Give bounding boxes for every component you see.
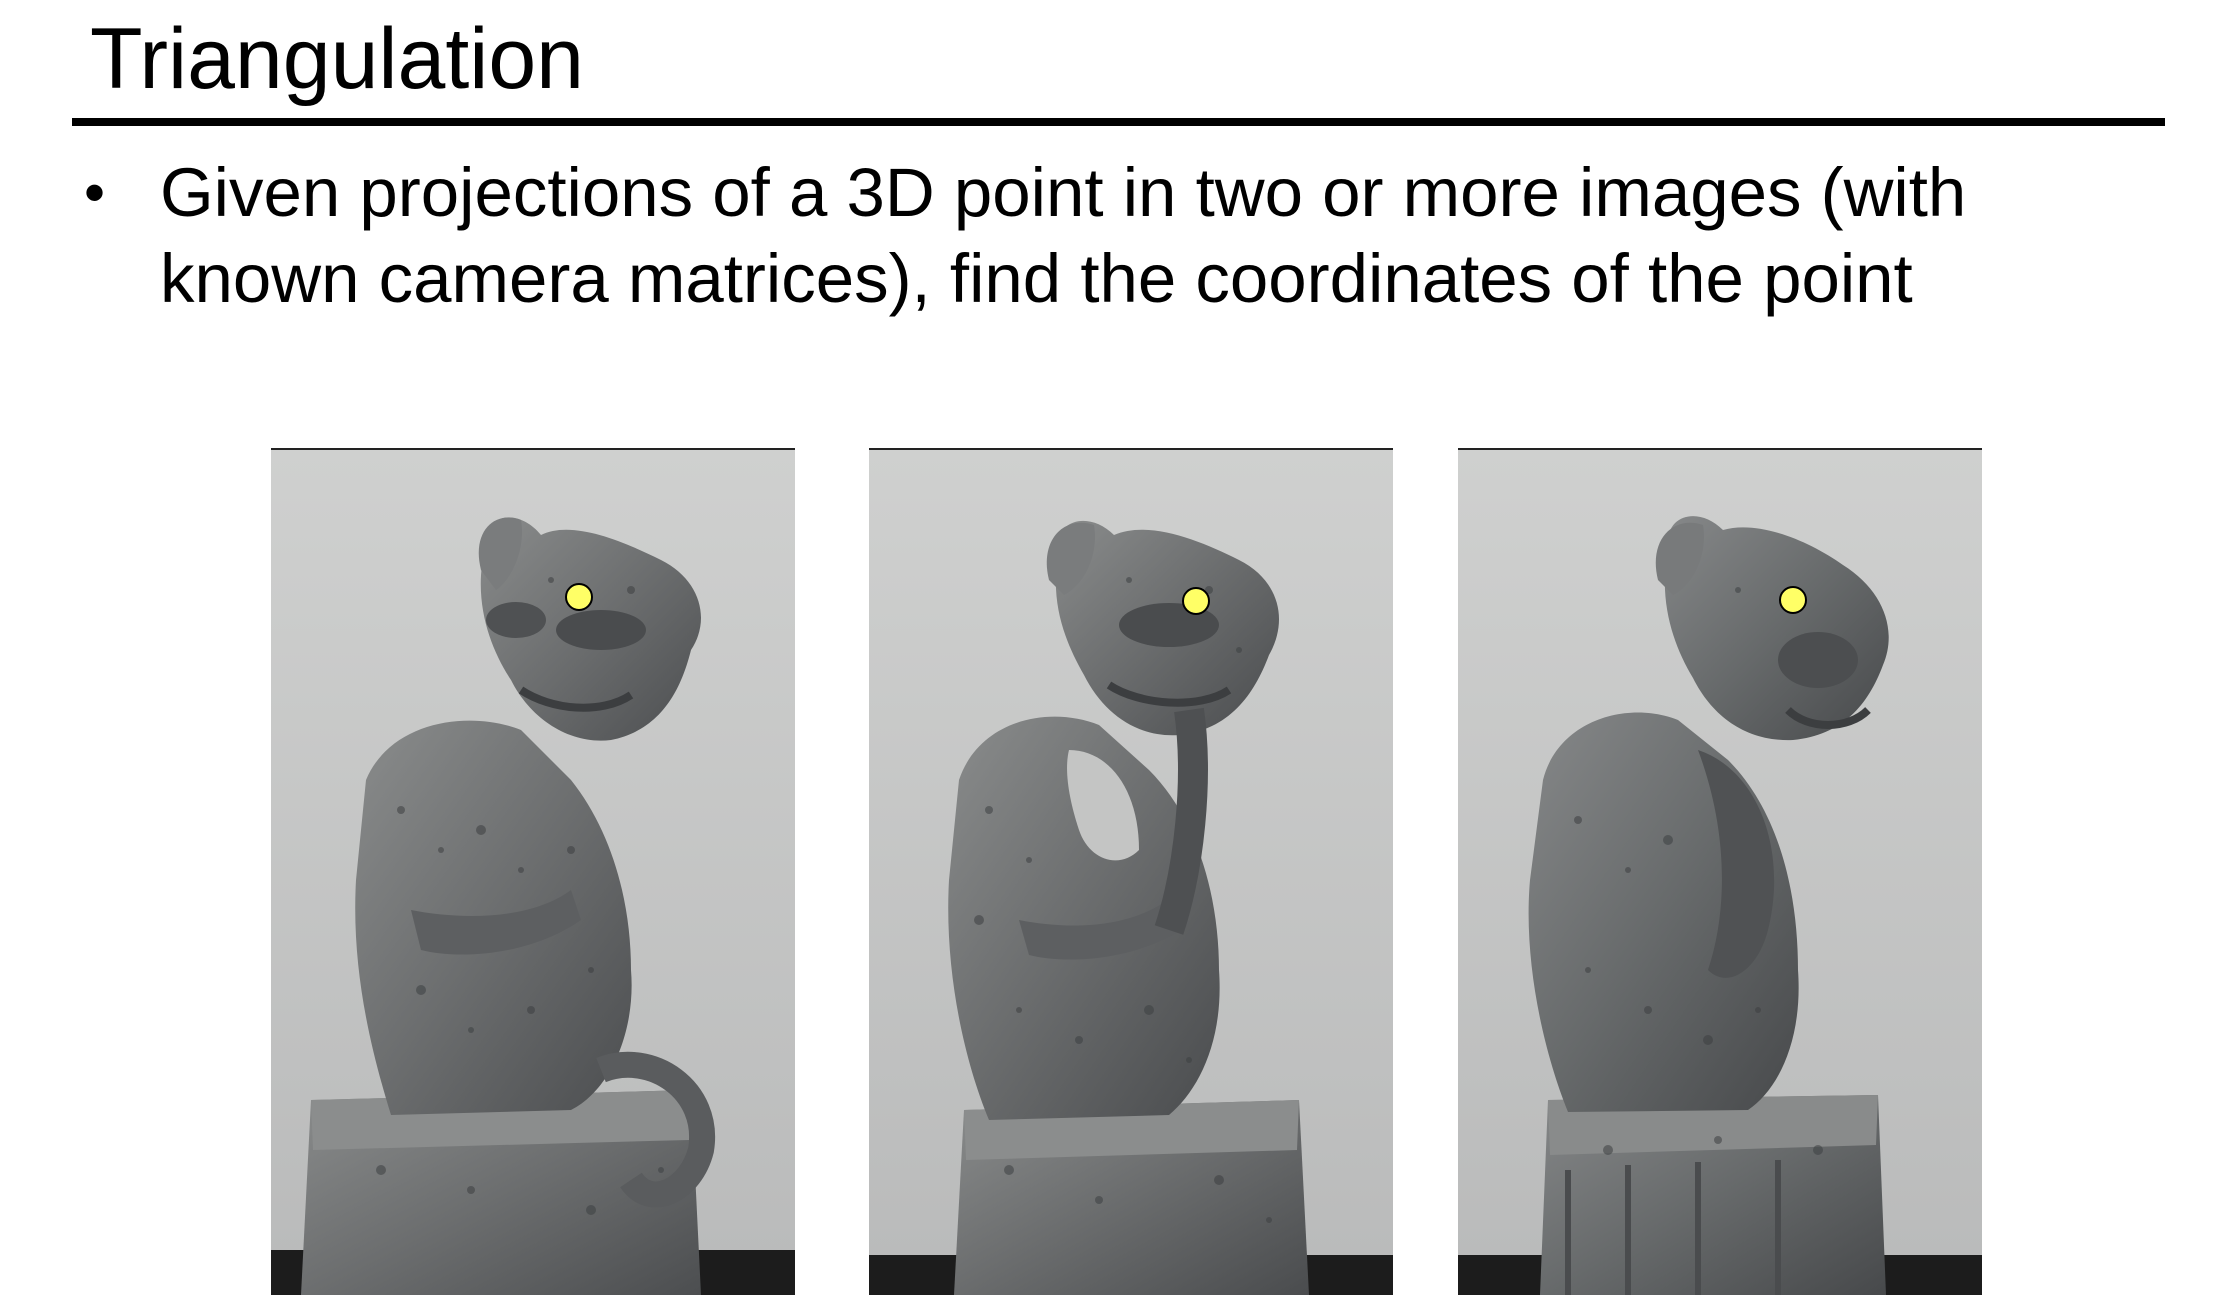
- statue-body-shape: [948, 716, 1220, 1120]
- bullet-text-line-1: Given projections of a 3D point in two o…: [160, 154, 1967, 231]
- gargoyle-right-image: [1458, 450, 1982, 1295]
- feature-point-marker: [1779, 586, 1807, 614]
- bullet-dot-icon: •: [84, 159, 106, 226]
- bullet-list: • Given projections of a 3D point in two…: [84, 150, 2184, 322]
- feature-point-marker: [565, 583, 593, 611]
- gargoyle-view-right: [1458, 448, 1982, 1295]
- gargoyle-view-left: [271, 448, 795, 1295]
- gargoyle-view-center: [869, 448, 1393, 1295]
- feature-point-marker: [1182, 587, 1210, 615]
- gargoyle-left-image: [271, 450, 795, 1295]
- slide-title: Triangulation: [90, 11, 584, 107]
- bullet-text-line-2: known camera matrices), find the coordin…: [160, 240, 1913, 317]
- title-underline: [72, 118, 2165, 126]
- gargoyle-center-image: [869, 450, 1393, 1295]
- bullet-item: • Given projections of a 3D point in two…: [84, 150, 2184, 322]
